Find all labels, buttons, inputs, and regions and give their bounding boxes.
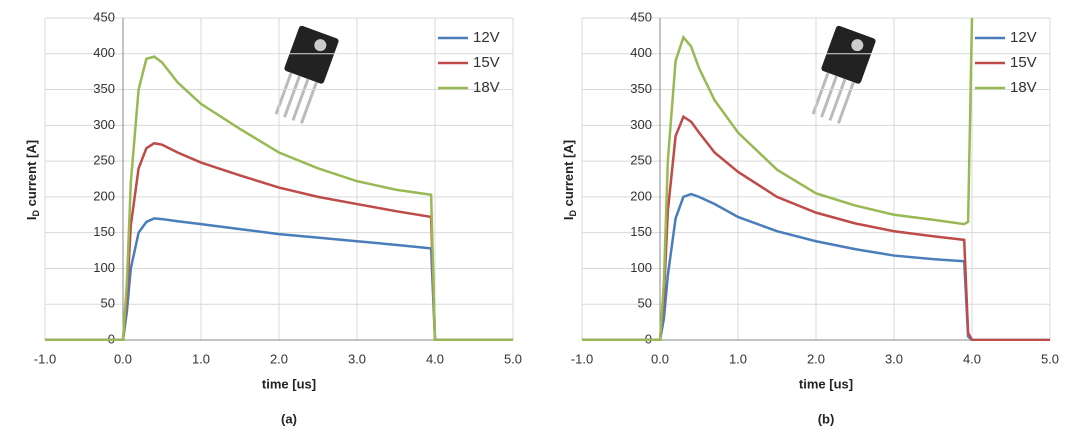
y-tick-label: 250 xyxy=(93,153,115,168)
x-tick-label: 0.0 xyxy=(651,351,669,366)
line xyxy=(582,17,974,341)
y-tick-label: 450 xyxy=(93,9,115,24)
y-tick-label: 100 xyxy=(630,260,652,275)
legend-label: 12V xyxy=(473,29,500,46)
y-axis-title-part: D xyxy=(568,209,578,216)
y-axis-title: ID current [A] xyxy=(24,140,41,220)
line xyxy=(45,217,513,341)
line xyxy=(45,141,513,341)
x-tick-label: 2.0 xyxy=(270,351,288,366)
x-tick-label: -1.0 xyxy=(34,351,56,366)
y-tick-label: 300 xyxy=(93,117,115,132)
x-tick-label: 1.0 xyxy=(729,351,747,366)
y-tick-label: 100 xyxy=(93,260,115,275)
y-tick-label: 400 xyxy=(630,45,652,60)
legend-label: 18V xyxy=(1010,79,1037,96)
y-tick-label: 50 xyxy=(638,296,652,311)
x-tick-label: 5.0 xyxy=(1041,351,1059,366)
y-axis-title: ID current [A] xyxy=(561,140,578,220)
x-tick-label: -1.0 xyxy=(571,351,593,366)
x-tick-label: 2.0 xyxy=(807,351,825,366)
y-axis-title-part: current [A] xyxy=(561,140,576,210)
caption: (b) xyxy=(818,411,835,426)
x-tick-label: 5.0 xyxy=(504,351,522,366)
y-tick-label: 200 xyxy=(630,188,652,203)
y-tick-label: 400 xyxy=(93,45,115,60)
x-tick-label: 3.0 xyxy=(348,351,366,366)
y-axis-title-part: D xyxy=(31,209,41,216)
legend-label: 18V xyxy=(473,79,500,96)
line xyxy=(45,55,513,341)
x-axis-title: time [us] xyxy=(799,376,853,391)
legend-label: 12V xyxy=(1010,29,1037,46)
y-axis-title-part: current [A] xyxy=(24,140,39,210)
line xyxy=(582,114,1050,341)
chip-icon xyxy=(274,25,876,124)
y-tick-label: 150 xyxy=(93,224,115,239)
y-tick-label: 250 xyxy=(630,153,652,168)
x-tick-label: 0.0 xyxy=(114,351,132,366)
x-tick-label: 3.0 xyxy=(885,351,903,366)
caption: (a) xyxy=(281,411,297,426)
legend-label: 15V xyxy=(1010,54,1037,71)
y-tick-label: 350 xyxy=(630,81,652,96)
x-tick-label: 4.0 xyxy=(963,351,981,366)
y-tick-label: 450 xyxy=(630,9,652,24)
x-tick-label: 4.0 xyxy=(426,351,444,366)
y-tick-label: 300 xyxy=(630,117,652,132)
y-axis-title-part: I xyxy=(24,216,39,220)
y-tick-label: 150 xyxy=(630,224,652,239)
y-tick-label: 200 xyxy=(93,188,115,203)
y-tick-label: 50 xyxy=(101,296,115,311)
y-axis-title-part: I xyxy=(561,216,576,220)
x-axis-title: time [us] xyxy=(262,376,316,391)
y-tick-label: 350 xyxy=(93,81,115,96)
x-tick-label: 1.0 xyxy=(192,351,210,366)
legend-label: 15V xyxy=(473,54,500,71)
